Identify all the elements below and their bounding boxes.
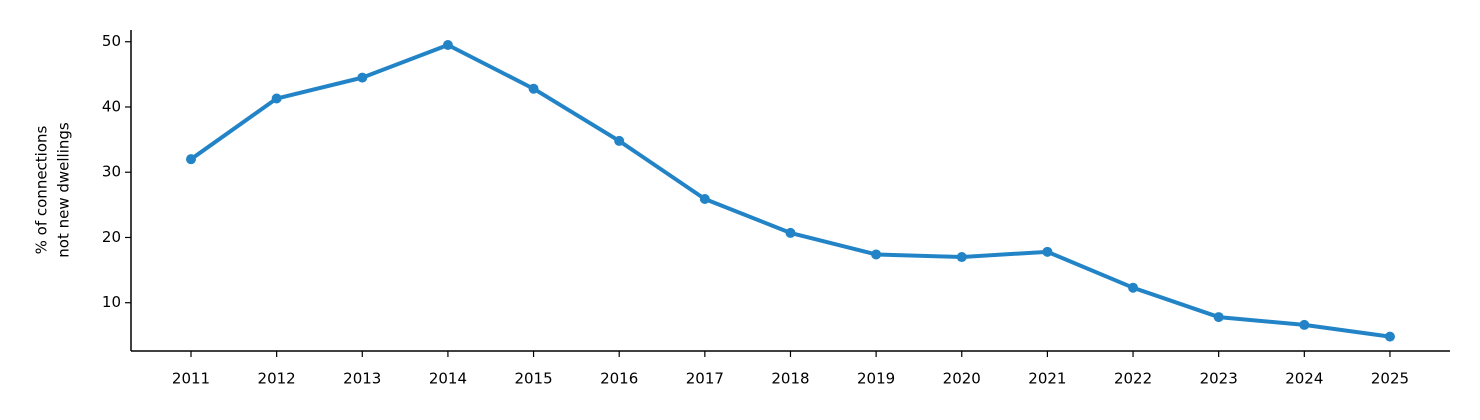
point xyxy=(871,249,882,260)
x-tick-label: 2024 xyxy=(1285,370,1323,388)
y-tick-label: 40 xyxy=(102,97,121,115)
point xyxy=(699,193,710,204)
line xyxy=(189,43,1391,339)
x-tick-label: 2012 xyxy=(258,370,296,388)
x-tick-label: 2025 xyxy=(1371,370,1409,388)
point xyxy=(271,93,282,104)
point xyxy=(956,252,967,263)
point xyxy=(1213,312,1224,323)
x-tick-label: 2022 xyxy=(1114,370,1152,388)
point xyxy=(1384,331,1395,342)
x-tick-label: 2018 xyxy=(771,370,809,388)
x-tick-label: 2011 xyxy=(172,370,210,388)
y-axis-label: % of connections xyxy=(33,125,51,254)
point xyxy=(785,227,796,238)
x-tick-label: 2020 xyxy=(943,370,981,388)
point xyxy=(442,40,453,51)
x-tick-label: 2013 xyxy=(343,370,381,388)
x-tick-label: 2021 xyxy=(1028,370,1066,388)
point xyxy=(528,83,539,94)
point xyxy=(186,154,196,165)
point xyxy=(614,135,625,146)
x-tick-label: 2023 xyxy=(1200,370,1238,388)
x-tick-label: 2014 xyxy=(429,370,467,388)
x-tick-label: 2019 xyxy=(857,370,895,388)
point xyxy=(357,72,368,83)
y-tick-label: 50 xyxy=(102,32,121,50)
x-tick-label: 2016 xyxy=(600,370,638,388)
point xyxy=(1128,282,1139,293)
x-tick-label: 2017 xyxy=(686,370,724,388)
point xyxy=(1299,319,1310,330)
y-tick-label: 20 xyxy=(102,228,121,246)
x-tick-label: 2015 xyxy=(514,370,552,388)
y-tick-label: 10 xyxy=(102,293,121,311)
y-axis-label: not new dwellings xyxy=(55,122,73,258)
point xyxy=(1042,246,1053,257)
y-tick-label: 30 xyxy=(102,163,121,181)
